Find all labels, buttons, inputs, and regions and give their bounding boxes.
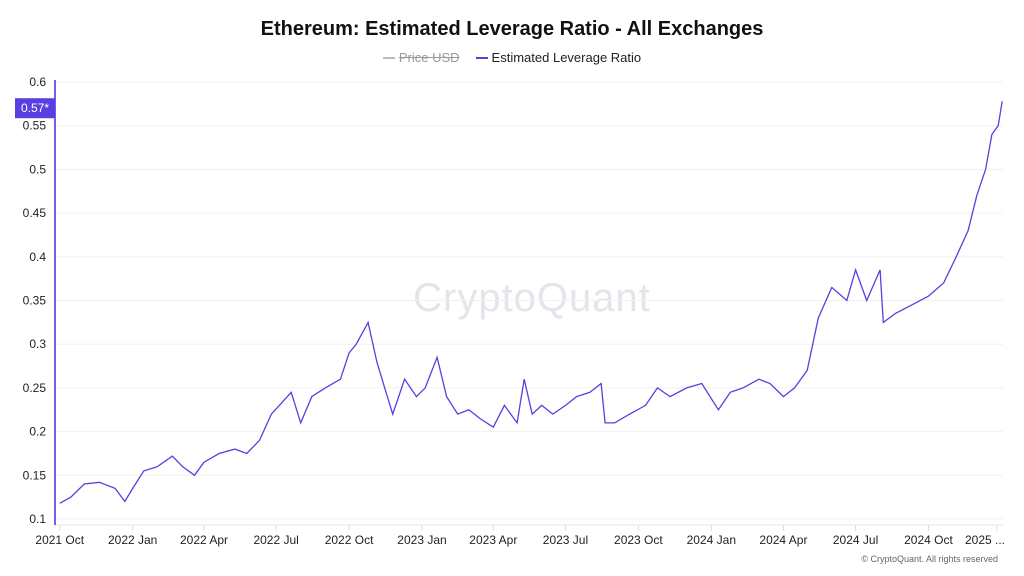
y-tick-label: 0.4 bbox=[29, 250, 46, 264]
x-tick-label: 2023 Oct bbox=[614, 533, 663, 547]
y-tick-label: 0.35 bbox=[23, 294, 47, 308]
legend-item-price-usd[interactable]: Price USD bbox=[382, 50, 460, 65]
current-value-label: 0.57* bbox=[21, 101, 49, 115]
copyright: © CryptoQuant. All rights reserved bbox=[861, 554, 998, 564]
x-tick-label: 2022 Jan bbox=[108, 533, 157, 547]
x-tick-label: 2024 Oct bbox=[904, 533, 953, 547]
x-tick-label: 2023 Jul bbox=[543, 533, 588, 547]
x-tick-label: 2024 Jan bbox=[687, 533, 736, 547]
y-tick-label: 0.2 bbox=[29, 425, 46, 439]
x-tick-label: 2025 ... bbox=[965, 533, 1005, 547]
x-tick-label: 2022 Oct bbox=[325, 533, 374, 547]
watermark: CryptoQuant bbox=[413, 276, 651, 320]
current-value-badge bbox=[15, 98, 55, 119]
legend: Price USD Estimated Leverage Ratio bbox=[0, 50, 1024, 65]
legend-label: Price USD bbox=[398, 50, 460, 65]
x-tick-label: 2024 Apr bbox=[759, 533, 807, 547]
x-tick-label: 2022 Jul bbox=[253, 533, 298, 547]
y-tick-label: 0.5 bbox=[29, 162, 46, 176]
y-tick-label: 0.1 bbox=[29, 512, 46, 526]
x-tick-label: 2023 Jan bbox=[397, 533, 446, 547]
legend-label: Estimated Leverage Ratio bbox=[491, 50, 642, 65]
x-tick-label: 2022 Apr bbox=[180, 533, 228, 547]
y-tick-label: 0.55 bbox=[23, 119, 47, 133]
y-tick-label: 0.15 bbox=[23, 468, 47, 482]
y-tick-label: 0.6 bbox=[29, 75, 46, 89]
y-tick-label: 0.45 bbox=[23, 206, 47, 220]
x-tick-label: 2024 Jul bbox=[833, 533, 878, 547]
x-tick-label: 2021 Oct bbox=[35, 533, 84, 547]
y-tick-label: 0.3 bbox=[29, 337, 46, 351]
series-line-leverage-ratio bbox=[59, 101, 1003, 504]
chart-title: Ethereum: Estimated Leverage Ratio - All… bbox=[260, 18, 764, 40]
x-tick-label: 2023 Apr bbox=[469, 533, 517, 547]
y-tick-label: 0.25 bbox=[23, 381, 47, 395]
legend-item-leverage-ratio[interactable]: Estimated Leverage Ratio bbox=[475, 50, 642, 65]
